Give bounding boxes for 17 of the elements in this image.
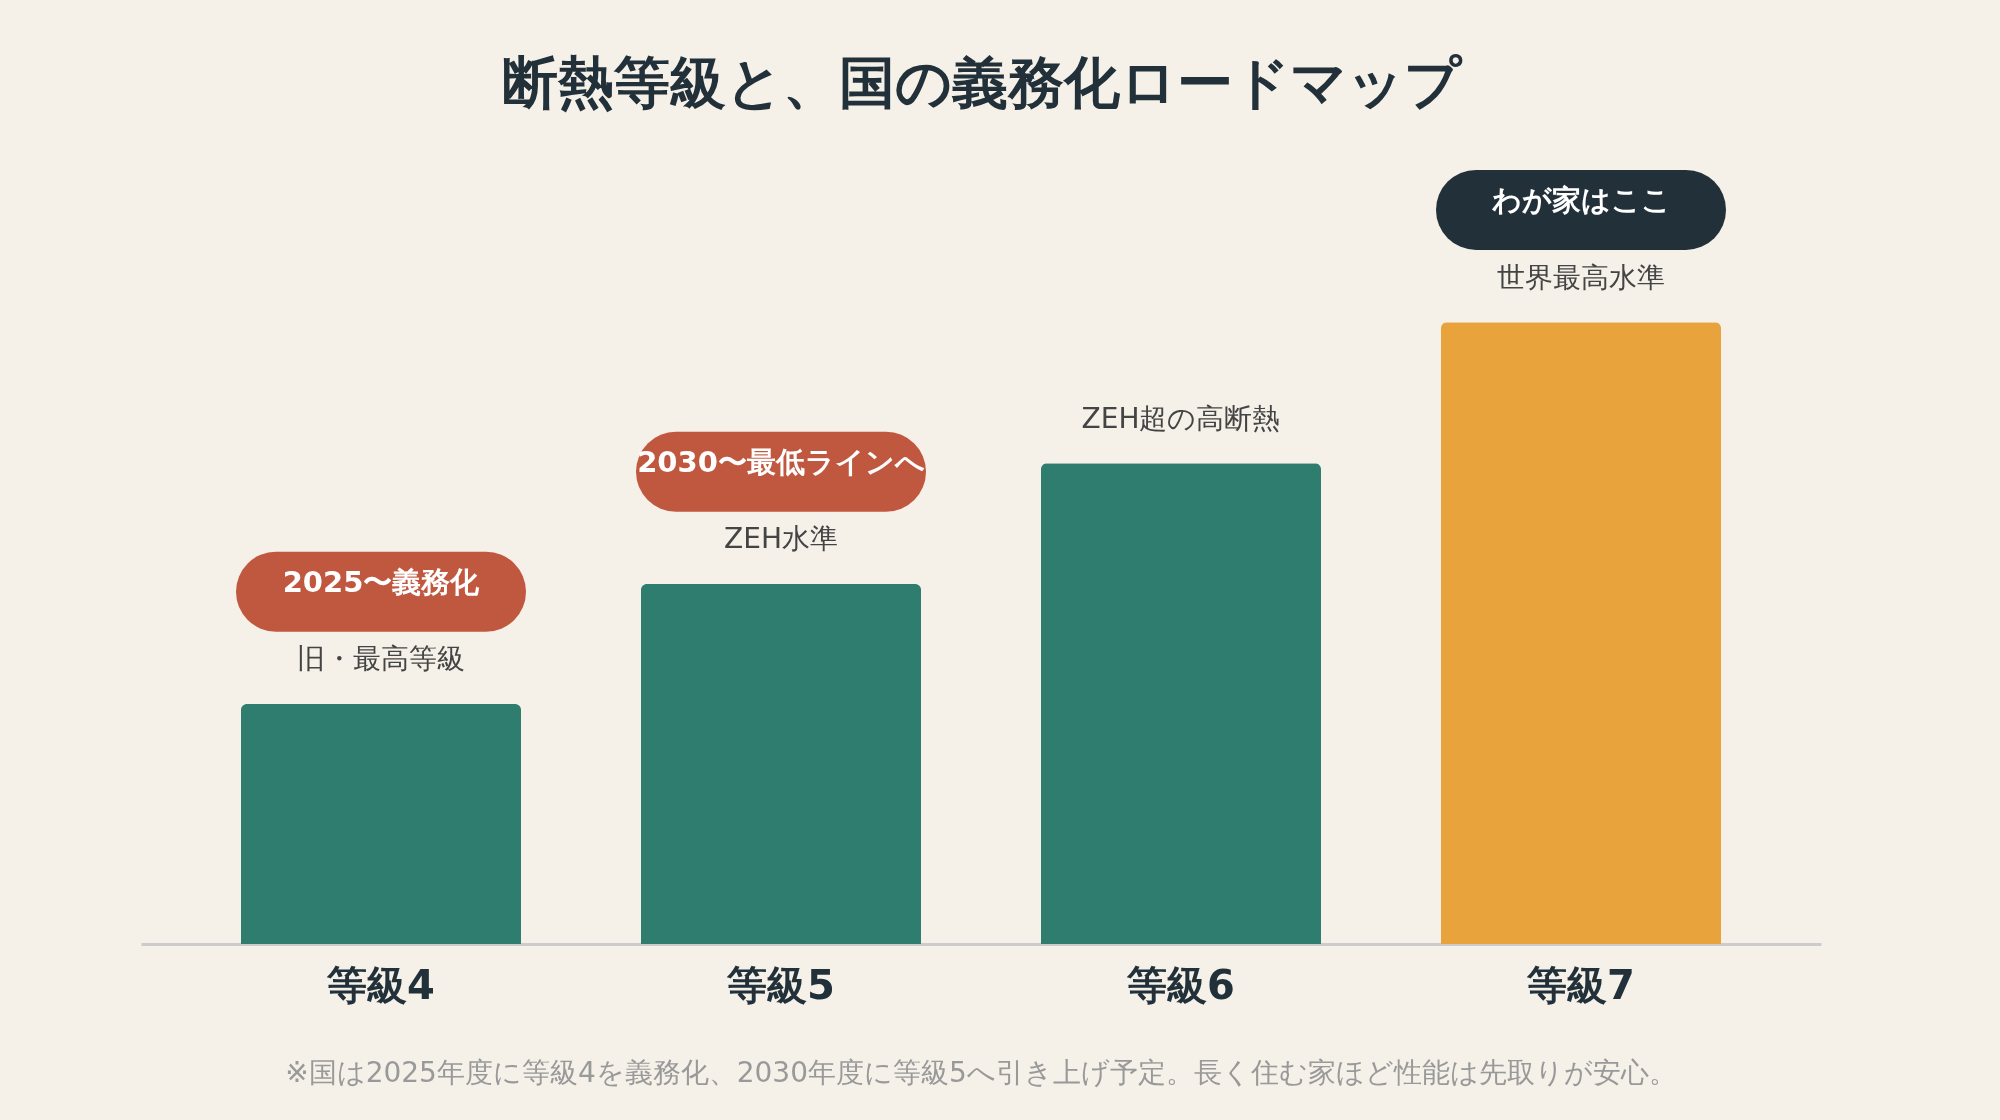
annotation: ZEH超の高断熱 [1081,401,1281,435]
text: ※国は2025年度に等級4を義務化、2030年度に等級5へ引き上げ予定。長く住む家ほど性能は先取りが安心。 [285,1056,1677,1089]
text: 世界最高水準 [1497,260,1665,294]
bar [641,583,921,944]
bar [241,703,521,944]
annotation: 2030〜最低ラインへ [637,444,925,479]
x-tick-label: 等級5 [726,961,835,1008]
annotation: 旧・最高等級 [297,642,465,676]
x-tick-label: 等級6 [1126,961,1235,1008]
x-tick-label: 等級4 [326,961,435,1008]
annotation: ZEH水準 [724,522,838,556]
chart-title: 断熱等級と、国の義務化ロードマップ [501,50,1463,115]
x-tick-label: 等級7 [1526,961,1635,1008]
annotation: 2025〜義務化 [282,564,481,599]
text: わが家はここ [1490,182,1671,217]
bar [1041,463,1321,944]
bar [1441,322,1721,944]
